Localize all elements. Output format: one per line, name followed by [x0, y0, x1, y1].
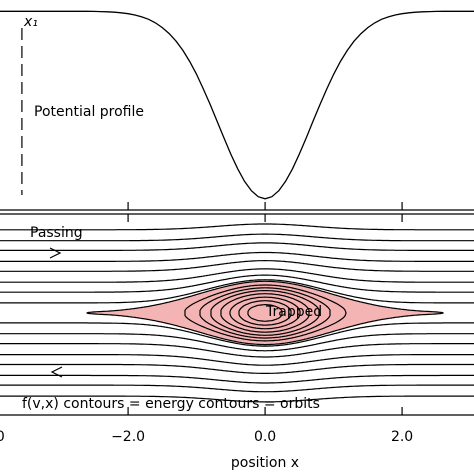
x-tick-label: 2.0 — [391, 429, 413, 445]
passing-orbit — [0, 242, 474, 251]
passing-orbit — [0, 374, 474, 384]
trapped-orbit — [210, 290, 320, 336]
passing-orbit — [0, 233, 474, 242]
passing-orbit — [0, 279, 474, 304]
passing-orbit — [0, 333, 474, 352]
x-axis-label: position x — [231, 455, 299, 471]
trapped-orbit — [220, 293, 310, 333]
trapped-orbit — [184, 284, 347, 342]
passing-orbit — [0, 274, 474, 293]
trapped-orbit — [199, 287, 331, 339]
passing-orbit — [0, 354, 474, 366]
top-label: x₁ — [23, 14, 38, 30]
arrow-right — [49, 247, 62, 259]
passing-orbit — [0, 260, 474, 272]
x-tick-label: 0.0 — [254, 429, 276, 445]
passing-orbit — [0, 223, 474, 231]
trapped-orbit — [247, 304, 283, 322]
x-tick-label: −2.0 — [111, 429, 145, 445]
background — [86, 280, 444, 346]
trapped-region — [86, 280, 444, 346]
passing-label: Passing — [30, 225, 83, 241]
potential-label: Potential profile — [34, 104, 144, 120]
passing-orbit — [0, 343, 474, 358]
potential-line — [0, 10, 474, 200]
trapped-orbit — [229, 296, 301, 330]
passing-orbit — [0, 322, 474, 347]
trapped-label: Trapped — [265, 304, 322, 320]
passing-orbit — [0, 268, 474, 283]
x-tick-label: -4.0 — [0, 429, 5, 445]
passing-orbit — [0, 363, 474, 374]
contour-label: f(v,x) contours = energy contours = orbi… — [22, 396, 320, 412]
passing-orbit — [0, 384, 474, 393]
trapped-orbit — [238, 300, 292, 326]
passing-orbit — [0, 395, 474, 403]
passing-orbit — [0, 251, 474, 262]
